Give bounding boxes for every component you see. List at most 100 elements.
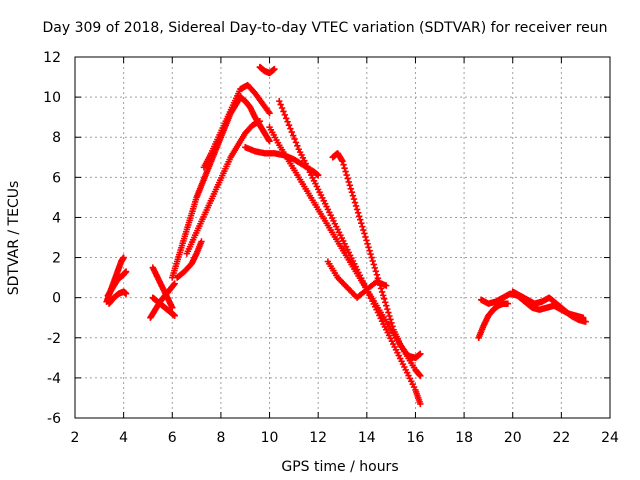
data-point-marker [287,125,294,132]
data-point-marker [284,118,291,125]
data-point-marker [382,299,389,306]
data-point-marker [360,226,367,234]
data-point-marker [340,161,347,168]
data-point-marker [380,295,388,303]
chart-title: Day 309 of 2018, Sidereal Day-to-day VTE… [42,20,607,36]
data-point-marker [350,195,358,203]
data-point-marker [277,101,284,108]
data-point-marker [383,302,390,309]
data-point-marker [358,219,365,227]
data-point-marker [266,109,273,117]
y-axis-label: SDTVAR / TECUs [6,181,22,296]
data-point-marker [339,158,346,165]
data-point-marker [281,111,289,119]
data-point-marker [369,257,376,265]
data-point-marker [352,202,360,210]
data-point-marker [378,288,386,296]
data-point-marker [504,300,512,307]
x-tick-label: 8 [216,430,225,446]
data-point-marker [366,247,373,254]
data-point-marker [384,305,391,313]
x-axis-label: GPS time / hours [281,459,398,475]
data-point-marker [276,97,283,105]
data-point-marker [373,271,381,278]
data-point-marker [291,135,298,143]
data-point-marker [256,117,264,125]
data-point-marker [417,400,424,408]
data-point-marker [280,108,287,115]
data-point-marker [169,304,176,311]
data-point-marker [198,238,205,245]
data-point-marker [122,268,130,275]
data-point-marker [357,216,364,223]
data-point-marker [364,240,371,248]
data-point-marker [379,292,387,299]
x-tick-label: 10 [261,430,279,446]
data-point-marker [371,264,379,272]
y-tick-label: -2 [47,331,61,347]
y-tick-label: -4 [47,371,61,387]
data-point-marker [355,213,363,220]
data-point-marker [345,178,352,186]
data-point-marker [285,121,293,129]
data-point-marker [292,139,300,146]
data-point-marker [266,138,273,145]
data-point-marker [346,182,353,189]
data-point-marker [171,312,178,319]
data-points [103,63,589,408]
data-point-marker [362,233,369,241]
data-point-marker [314,172,322,179]
data-point-marker [363,237,370,244]
plot-frame [74,56,611,419]
data-point-marker [383,282,390,289]
data-point-marker [387,316,394,323]
data-point-marker [365,244,372,251]
x-tick-label: 12 [309,430,327,446]
data-point-marker [388,319,395,327]
data-point-marker [288,128,295,136]
x-tick-label: 24 [601,430,619,446]
x-tick-label: 22 [552,430,570,446]
data-point-marker [271,65,278,73]
data-point-marker [342,168,349,175]
data-point-marker [370,261,377,268]
data-point-marker [368,254,375,261]
x-tick-label: 6 [168,430,177,446]
data-point-marker [389,323,396,330]
x-tick-label: 16 [407,430,425,446]
data-point-marker [351,199,359,206]
data-point-marker [343,171,350,179]
data-point-marker [171,280,178,287]
data-point-marker [367,250,374,258]
y-tick-label: 10 [43,90,61,106]
data-point-marker [582,318,589,325]
y-tick-label: 4 [52,210,61,226]
data-point-marker [120,254,127,261]
data-point-marker [347,185,355,192]
data-point-marker [294,142,301,150]
x-tick-label: 18 [455,430,473,446]
y-tick-label: 8 [52,130,61,146]
data-point-marker [372,268,380,275]
y-tick-label: 0 [52,291,61,307]
x-tick-label: 4 [119,430,128,446]
x-tick-label: 2 [71,430,80,446]
data-point-marker [417,372,424,380]
data-point-marker [361,230,368,237]
data-point-marker [344,175,351,182]
y-tick-label: -6 [47,411,61,427]
data-point-marker [278,104,286,112]
data-point-marker [289,132,297,139]
y-tick-label: 12 [43,50,61,66]
data-point-marker [341,164,348,172]
data-point-marker [283,115,290,122]
x-tick-label: 14 [358,430,376,446]
data-point-marker [359,223,366,230]
data-point-marker [353,206,361,213]
data-point-marker [385,309,392,316]
x-tick-label: 20 [504,430,522,446]
y-tick-label: 6 [52,170,61,186]
data-point-marker [122,290,130,297]
